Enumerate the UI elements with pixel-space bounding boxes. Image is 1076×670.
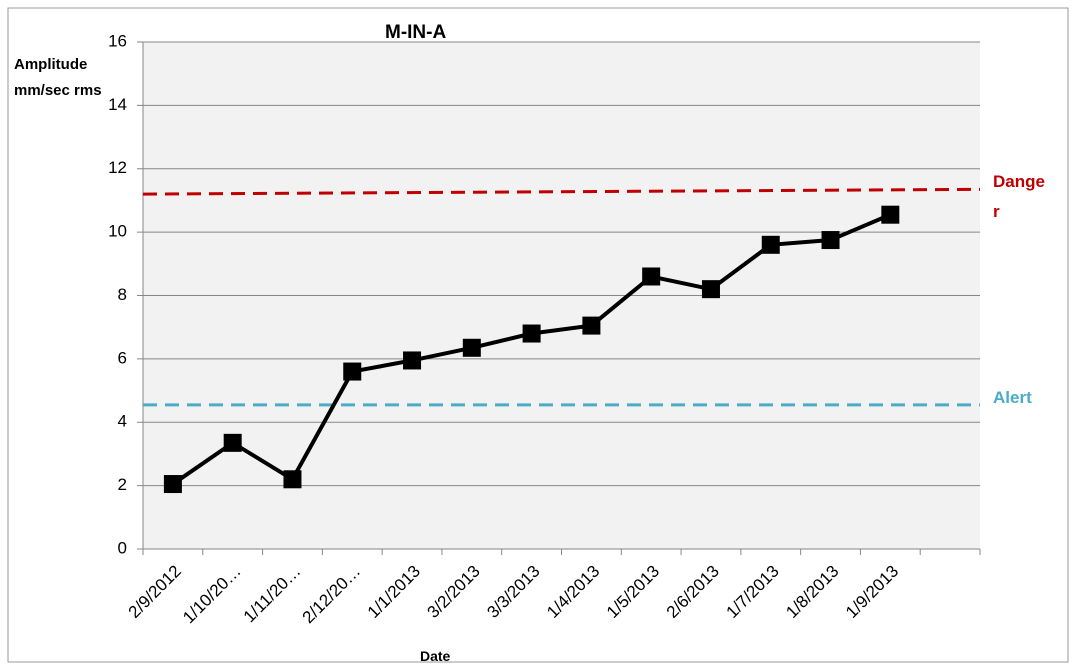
point <box>881 205 900 224</box>
point <box>343 362 362 381</box>
point <box>223 433 242 452</box>
point <box>163 475 182 494</box>
point <box>462 338 481 357</box>
y-tick-label: 8 <box>118 285 127 304</box>
chart-title: M-IN-A <box>385 22 447 43</box>
point <box>522 324 541 343</box>
point <box>701 280 720 299</box>
y-tick-label: 10 <box>108 222 127 241</box>
threshold-label: Alert <box>993 387 1032 407</box>
y-tick-label: 12 <box>108 158 127 177</box>
point <box>821 231 840 250</box>
y-axis-label: Amplitude mm/sec rms <box>14 56 102 99</box>
threshold-line <box>142 187 981 196</box>
point <box>761 235 780 254</box>
threshold-label: Danger <box>993 172 1045 222</box>
point <box>283 470 302 489</box>
y-tick-label: 0 <box>118 538 127 557</box>
y-tick-label: 4 <box>118 412 127 431</box>
y-tick-label: 16 <box>108 31 127 50</box>
y-tick-label: 14 <box>108 95 127 114</box>
point <box>642 267 661 286</box>
x-axis-label: Date <box>420 648 451 664</box>
point <box>403 351 422 370</box>
point <box>582 316 601 335</box>
y-tick-label: 6 <box>118 348 127 367</box>
y-tick-label: 2 <box>118 475 127 494</box>
